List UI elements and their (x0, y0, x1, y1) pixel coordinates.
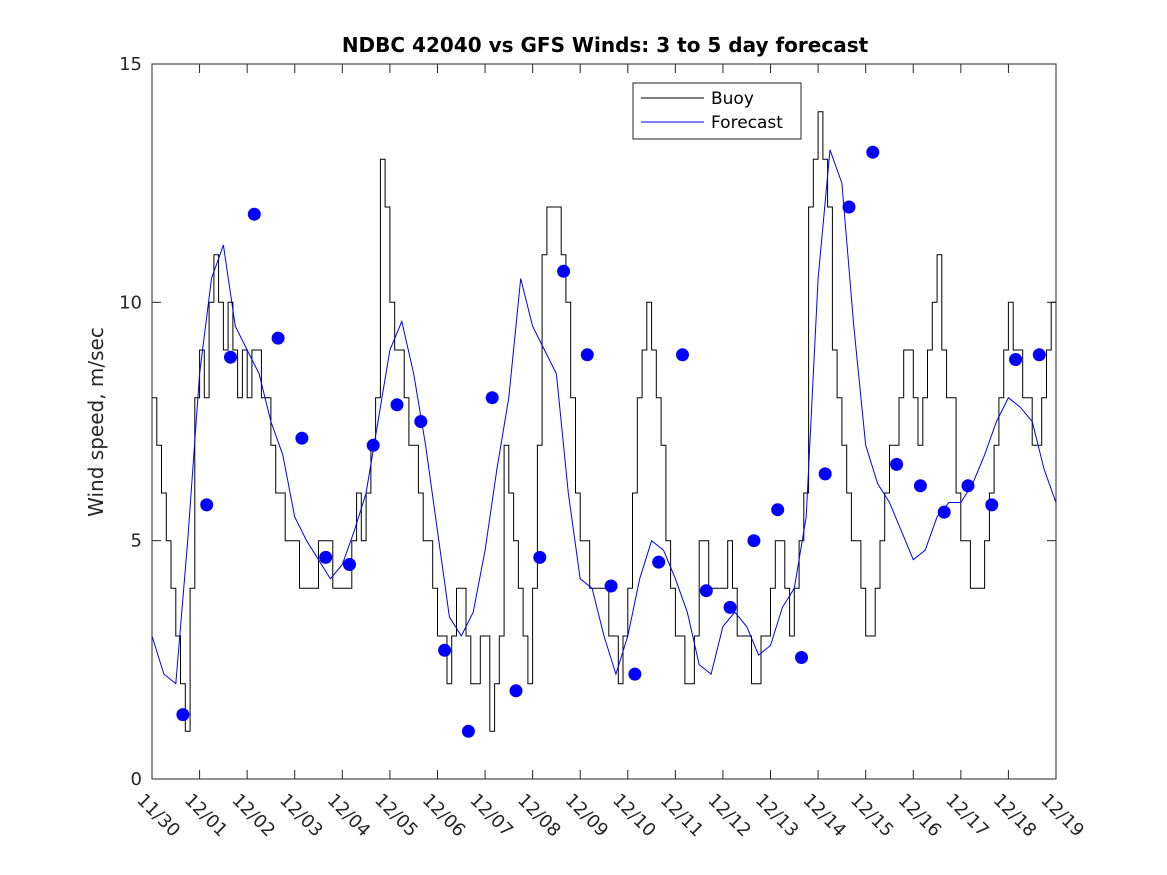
chart-title: NDBC 42040 vs GFS Winds: 3 to 5 day fore… (342, 33, 869, 57)
forecast-marker (818, 467, 832, 481)
forecast-marker (438, 643, 452, 657)
forecast-marker (913, 479, 927, 493)
forecast-marker (319, 550, 333, 564)
forecast-marker (652, 555, 666, 569)
forecast-marker (961, 479, 975, 493)
forecast-marker (580, 348, 594, 362)
forecast-marker (414, 415, 428, 428)
forecast-marker (461, 724, 475, 738)
forecast-marker (676, 348, 689, 362)
forecast-marker (224, 350, 237, 364)
y-tick-label: 5 (131, 531, 142, 552)
forecast-marker (747, 534, 761, 548)
forecast-marker (937, 505, 951, 519)
axes-box (151, 63, 1057, 780)
y-tick-label: 10 (119, 292, 142, 313)
legend: Buoy Forecast (632, 82, 802, 140)
y-axis-label: Wind speed, m/sec (84, 327, 108, 517)
forecast-marker (533, 550, 547, 564)
plot-area (151, 111, 1057, 738)
forecast-marker (271, 331, 285, 345)
series-line-forecast (151, 149, 1057, 685)
forecast-marker (343, 558, 356, 571)
y-tick-label: 0 (131, 769, 142, 790)
forecast-marker (866, 145, 880, 159)
forecast-marker (985, 498, 999, 512)
legend-forecast-label: Forecast (711, 113, 783, 133)
forecast-marker (1032, 348, 1046, 362)
forecast-marker (390, 398, 404, 412)
forecast-marker (890, 457, 904, 471)
forecast-marker (366, 438, 380, 452)
forecast-marker (604, 579, 618, 593)
forecast-marker (509, 684, 523, 698)
legend-box (632, 82, 802, 140)
forecast-marker (771, 503, 785, 517)
forecast-marker (628, 667, 642, 681)
forecast-marker (247, 207, 261, 221)
y-tick-label: 15 (119, 54, 142, 75)
forecast-marker (699, 584, 713, 598)
forecast-marker (176, 708, 190, 722)
forecast-marker (485, 391, 499, 405)
forecast-marker (295, 431, 309, 445)
forecast-marker (723, 600, 737, 614)
forecast-marker (1009, 353, 1023, 366)
forecast-marker (200, 498, 214, 512)
series-line-buoy (152, 111, 1057, 732)
forecast-marker (795, 651, 808, 664)
forecast-marker (842, 200, 856, 214)
legend-buoy-label: Buoy (711, 89, 754, 109)
forecast-marker (557, 264, 571, 278)
